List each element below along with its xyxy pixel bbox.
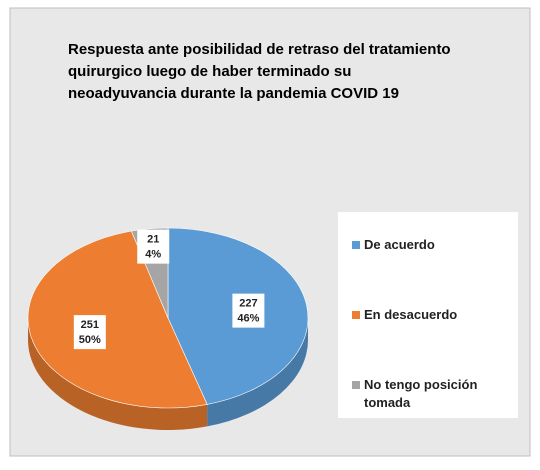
slice-side (28, 318, 208, 431)
data-label: 50% (79, 334, 101, 346)
legend-swatch (352, 381, 360, 389)
chart-title: neoadyuvancia durante la pandemia COVID … (68, 85, 399, 102)
data-label-box (137, 229, 170, 264)
legend-label: No tengo posición tomada (364, 377, 478, 410)
legend-item: De acuerdo (352, 236, 512, 254)
legend: De acuerdo En desacuerdo No tengo posición… (338, 212, 518, 418)
legend-swatch (352, 311, 360, 319)
data-label: 46% (237, 313, 259, 325)
data-label: 4% (145, 249, 161, 261)
chart-title: Respuesta ante posibilidad de retraso de… (68, 41, 451, 58)
legend-label: En desacuerdo (364, 307, 458, 322)
chart-title: quirurgico luego de haber terminado su (68, 63, 351, 80)
slice (27, 230, 208, 409)
legend-item: No tengo posición tomada (352, 376, 512, 412)
legend-item: En desacuerdo (352, 306, 512, 324)
data-label-box (73, 315, 106, 350)
data-label: 227 (239, 298, 257, 310)
slice-side (207, 318, 308, 427)
legend-swatch (352, 241, 360, 249)
legend-label: De acuerdo (364, 237, 435, 252)
data-label: 21 (147, 234, 159, 246)
data-label: 251 (81, 319, 99, 331)
data-label-box (232, 293, 265, 328)
